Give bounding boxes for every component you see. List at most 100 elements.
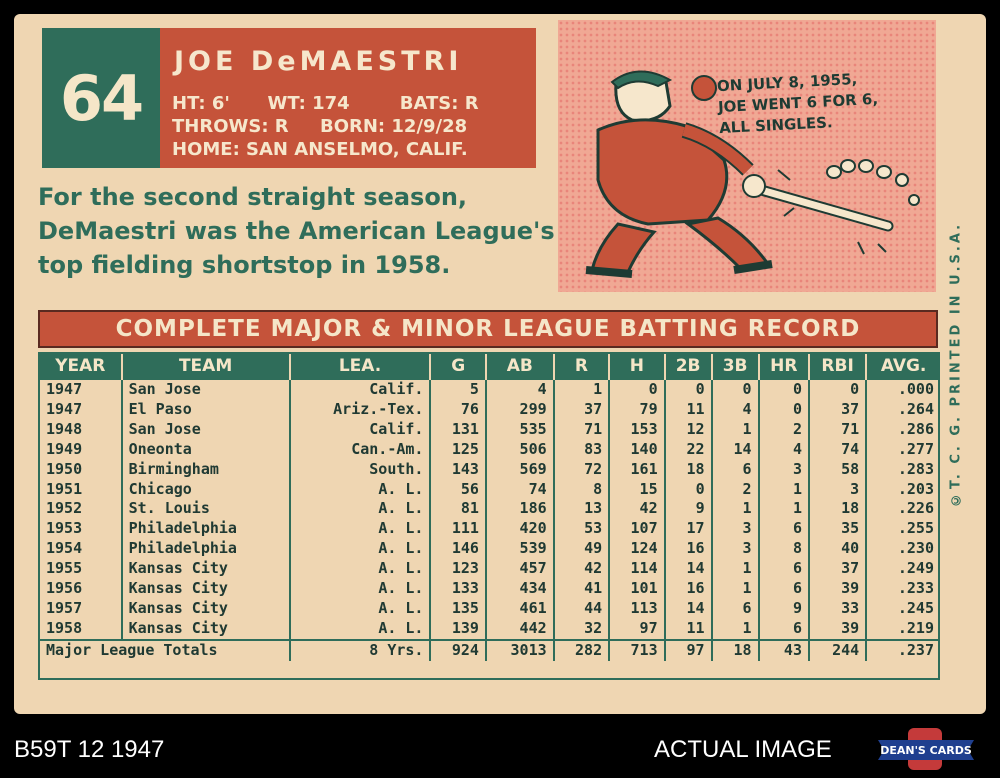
player-name: JOE DeMAESTRI: [174, 46, 463, 77]
table-cell: Oneonta: [120, 439, 290, 460]
table-cell: A. L.: [288, 598, 431, 619]
table-cell: 11: [663, 618, 712, 640]
table-cell: 16: [663, 579, 712, 599]
record-title: COMPLETE MAJOR & MINOR LEAGUE BATTING RE…: [38, 310, 938, 348]
table-cell: 81: [429, 499, 486, 520]
table-cell: Kansas City: [120, 579, 290, 599]
table-cell: .264: [865, 399, 940, 420]
table-cell: 6: [757, 579, 809, 599]
table-cell: 569: [484, 459, 554, 480]
table-cell: 457: [484, 559, 554, 580]
totals-cell: Major League Totals: [38, 638, 290, 661]
table-cell: 2: [710, 479, 759, 500]
table-cell: A. L.: [288, 499, 431, 520]
totals-cell: 924: [429, 638, 486, 661]
player-blurb: For the second straight season, DeMaestr…: [38, 183, 555, 279]
table-cell: San Jose: [120, 419, 290, 440]
totals-row: Major League Totals 8 Yrs. 924 3013 282 713 97…: [38, 638, 940, 661]
table-cell: .203: [865, 479, 940, 500]
table-cell: 16: [663, 539, 712, 560]
table-cell: 40: [807, 539, 867, 560]
table-cell: 2: [757, 419, 809, 440]
table-cell: .277: [865, 439, 940, 460]
table-cell: .226: [865, 499, 940, 520]
totals-cell: 244: [807, 638, 867, 661]
table-cell: Philadelphia: [120, 519, 290, 540]
table-cell: 83: [552, 439, 610, 460]
table-cell: 37: [552, 399, 610, 420]
table-cell: 71: [807, 419, 867, 440]
table-cell: .283: [865, 459, 940, 480]
table-cell: 56: [429, 479, 486, 500]
table-cell: Kansas City: [120, 618, 290, 640]
column-header: R: [552, 352, 610, 380]
table-cell: 135: [429, 598, 486, 619]
table-cell: 0: [757, 380, 809, 400]
player-info-box: JOE DeMAESTRI HT: 6' WT: 174 BATS: R THRO…: [160, 28, 536, 168]
table-cell: 0: [608, 380, 665, 400]
table-cell: 71: [552, 419, 610, 440]
column-header: YEAR: [38, 352, 122, 380]
table-cell: 11: [663, 399, 712, 420]
table-cell: 6: [757, 519, 809, 540]
table-cell: 6: [757, 618, 809, 640]
table-cell: 1954: [38, 539, 122, 560]
table-cell: Ariz.-Tex.: [288, 399, 431, 420]
totals-cell: 713: [608, 638, 665, 661]
table-cell: 4: [484, 380, 554, 400]
column-header: RBI: [807, 352, 867, 380]
totals-cell: 3013: [484, 638, 554, 661]
table-cell: A. L.: [288, 539, 431, 560]
table-cell: Can.-Am.: [288, 439, 431, 460]
table-cell: A. L.: [288, 579, 431, 599]
table-cell: 146: [429, 539, 486, 560]
table-cell: 42: [552, 559, 610, 580]
bio-line-1: HT: 6' WT: 174 BATS: R: [172, 93, 479, 114]
table-cell: 22: [663, 439, 712, 460]
table-cell: 79: [608, 399, 665, 420]
table-row: 1956 Kansas City A. L. 133 434 41 101 16 1 6 39.23…: [38, 579, 940, 599]
table-cell: 1948: [38, 419, 122, 440]
table-cell: 0: [757, 399, 809, 420]
column-header: TEAM: [120, 352, 290, 380]
totals-cell: 8 Yrs.: [288, 638, 431, 661]
table-cell: Calif.: [288, 419, 431, 440]
table-cell: 143: [429, 459, 486, 480]
table-row: 1948 San Jose Calif. 131 535 71 153 12 1 2 71.286: [38, 419, 940, 440]
column-header: LEA.: [288, 352, 431, 380]
table-cell: 1: [757, 499, 809, 520]
table-cell: 32: [552, 618, 610, 640]
table-cell: A. L.: [288, 559, 431, 580]
column-header: G: [429, 352, 486, 380]
table-cell: 6: [710, 459, 759, 480]
table-cell: 33: [807, 598, 867, 619]
table-cell: 72: [552, 459, 610, 480]
table-cell: 6: [710, 598, 759, 619]
table-cell: .230: [865, 539, 940, 560]
table-cell: 9: [663, 499, 712, 520]
table-cell: 133: [429, 579, 486, 599]
table-cell: Chicago: [120, 479, 290, 500]
table-cell: Kansas City: [120, 598, 290, 619]
table-cell: 434: [484, 579, 554, 599]
table-row: 1947 El Paso Ariz.-Tex. 76 299 37 79 11 4 0 37.264: [38, 399, 940, 420]
table-cell: 1: [710, 499, 759, 520]
table-row: 1954 Philadelphia A. L. 146 539 49 124 16 3 8 40.2…: [38, 539, 940, 560]
table-cell: 17: [663, 519, 712, 540]
table-cell: 140: [608, 439, 665, 460]
cartoon-panel: ON JULY 8, 1955, JOE WENT 6 FOR 6, ALL S…: [558, 20, 936, 292]
table-cell: 3: [710, 539, 759, 560]
bio-line-2: THROWS: R BORN: 12/9/28: [172, 116, 468, 137]
table-cell: 5: [429, 380, 486, 400]
cartoon-batter-illustration: [585, 70, 920, 278]
totals-cell: 97: [663, 638, 712, 661]
table-cell: 8: [552, 479, 610, 500]
table-cell: 1956: [38, 579, 122, 599]
table-cell: 539: [484, 539, 554, 560]
table-cell: 6: [757, 559, 809, 580]
table-cell: 37: [807, 559, 867, 580]
table-cell: 41: [552, 579, 610, 599]
column-header: 2B: [663, 352, 712, 380]
table-cell: 299: [484, 399, 554, 420]
